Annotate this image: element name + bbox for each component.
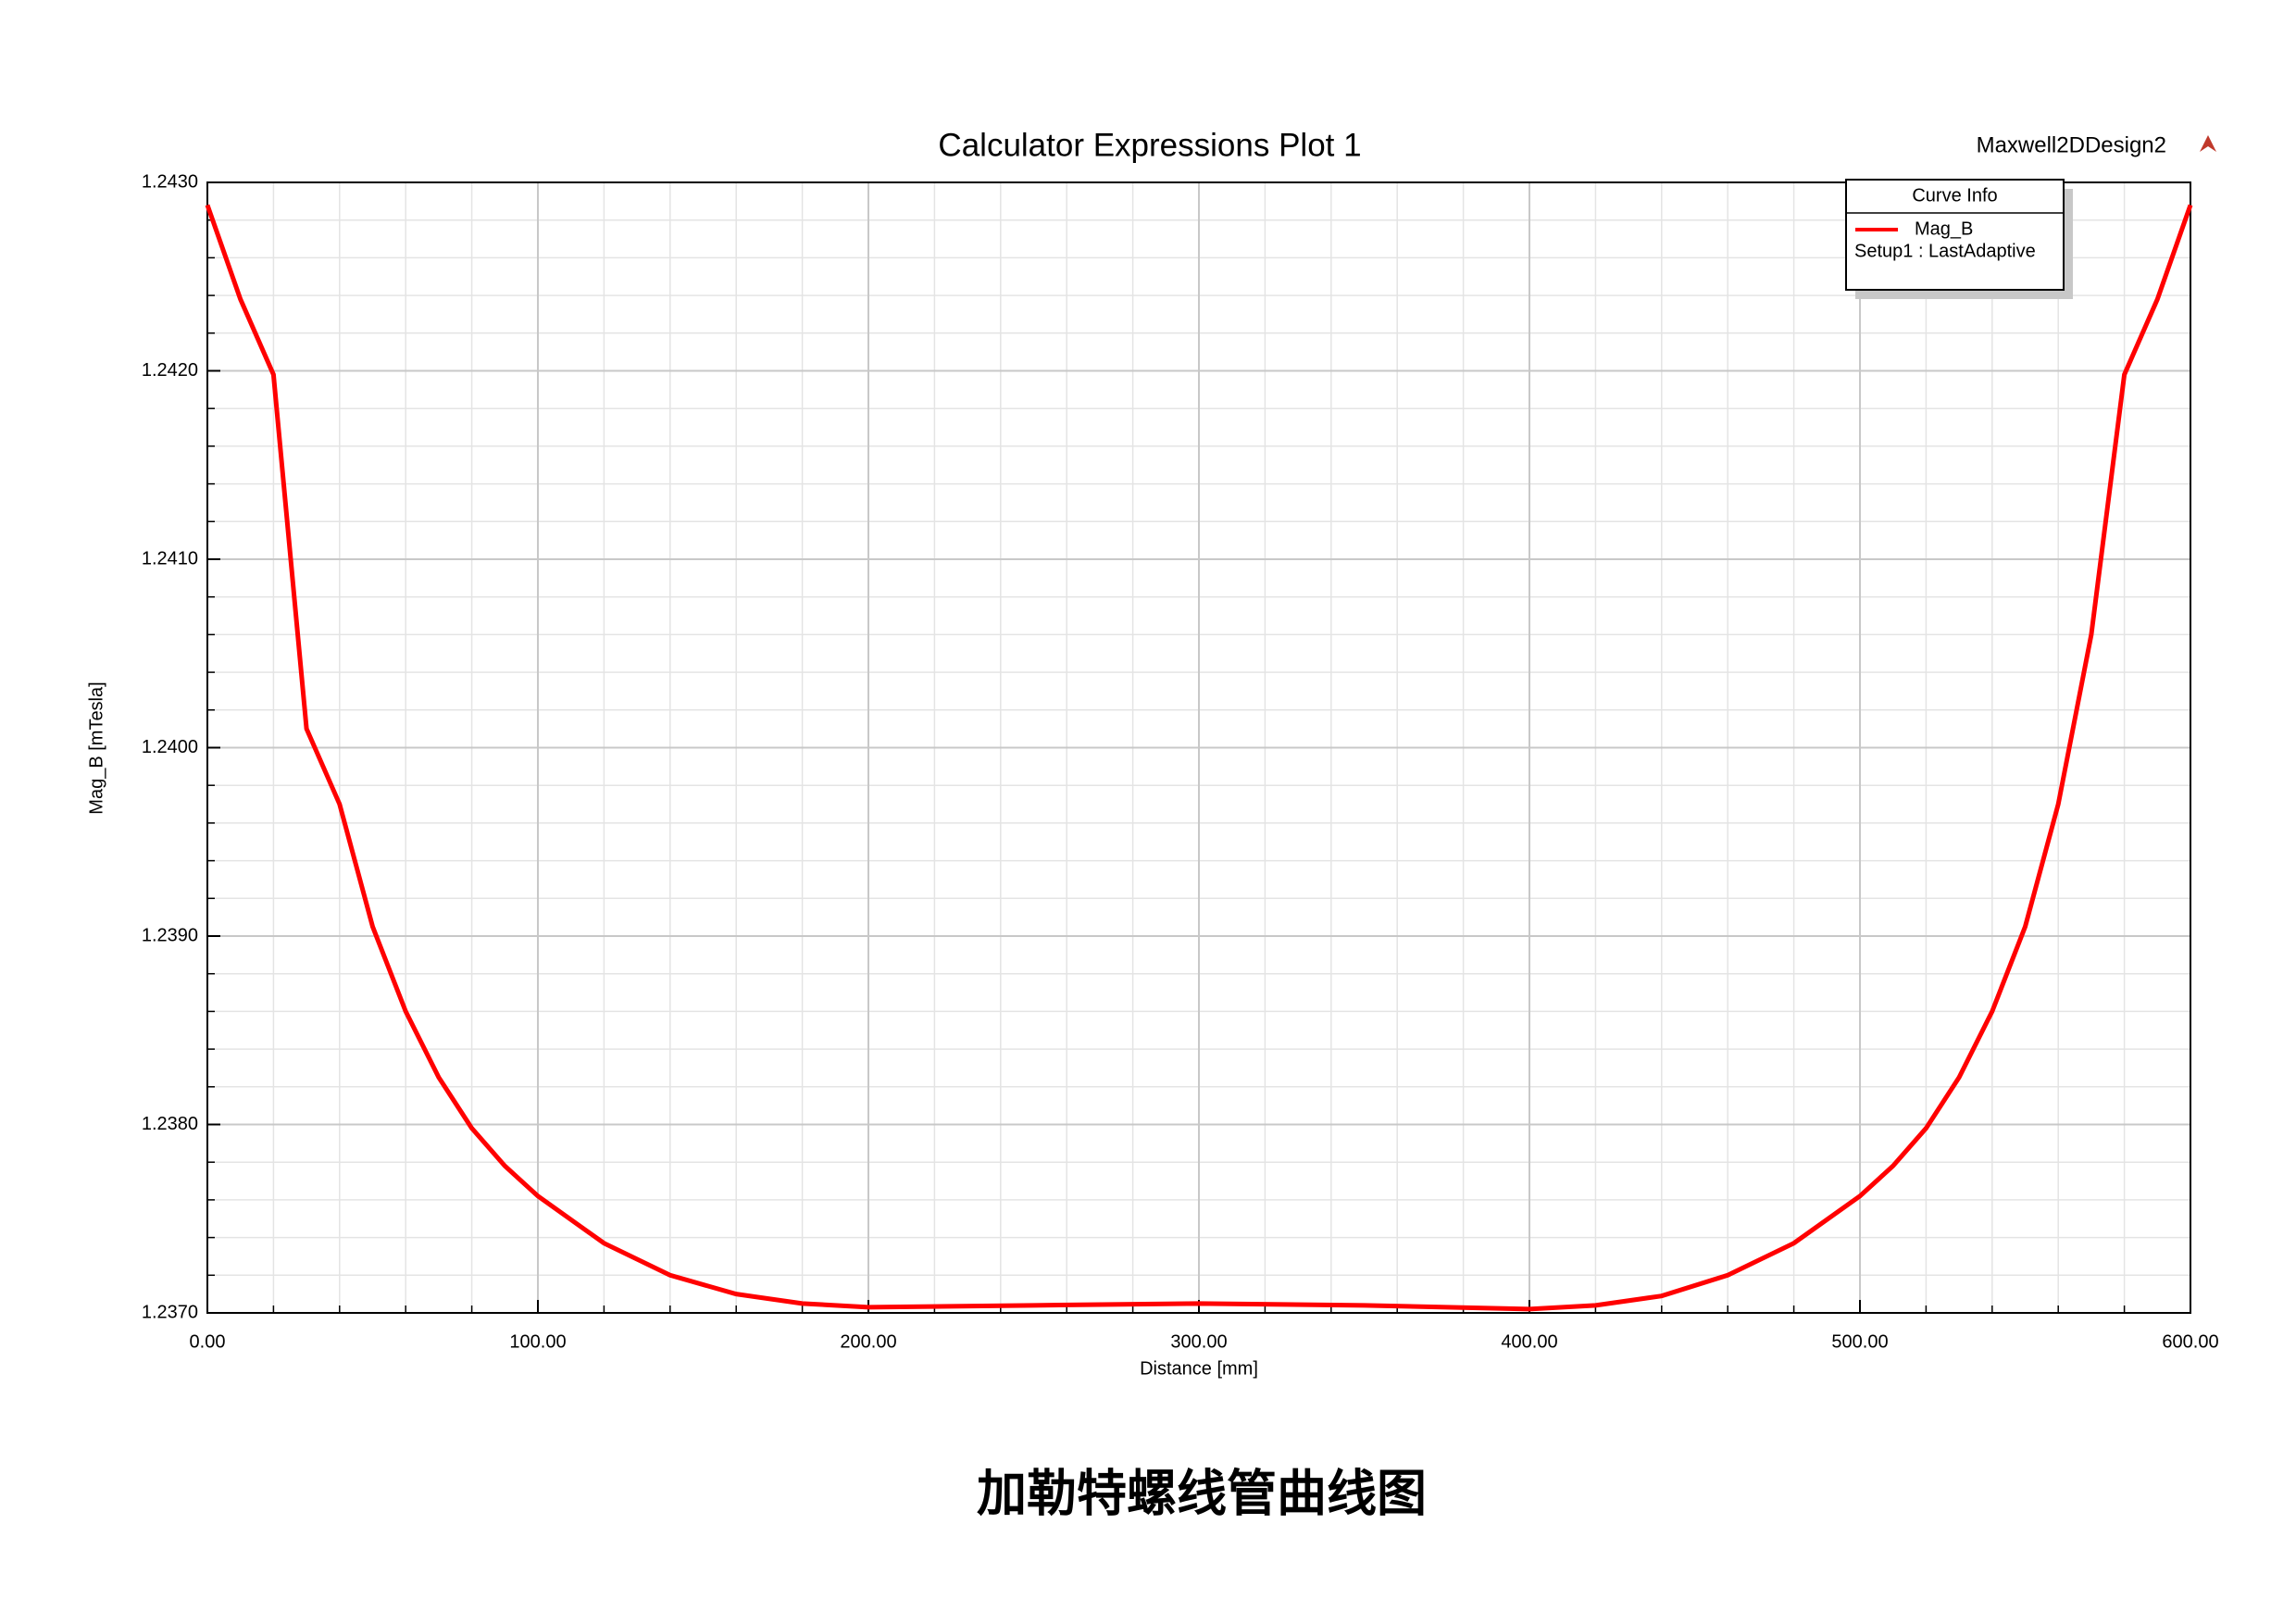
y-tick-label: 1.2410 — [142, 548, 198, 568]
chart-title: Calculator Expressions Plot 1 — [938, 127, 1361, 163]
y-axis-label: Mag_B [mTesla] — [86, 681, 106, 814]
logo — [2200, 135, 2216, 152]
x-tick-label: 200.00 — [840, 1331, 896, 1352]
y-tick-label: 1.2390 — [142, 925, 198, 945]
x-axis-label: Distance [mm] — [1140, 1358, 1258, 1379]
y-tick-label: 1.2400 — [142, 737, 198, 757]
legend-box — [1845, 179, 2065, 291]
x-tick-label: 0.00 — [190, 1331, 226, 1352]
y-tick-label: 1.2380 — [142, 1114, 198, 1134]
x-tick-label: 400.00 — [1501, 1331, 1557, 1352]
x-tick-label: 300.00 — [1170, 1331, 1227, 1352]
data-line — [205, 204, 2193, 1312]
legend-title: Curve Info — [1912, 185, 1997, 206]
y-tick-label: 1.2430 — [142, 171, 198, 192]
y-tick-label: 1.2370 — [142, 1302, 198, 1322]
design-name: Maxwell2DDesign2 — [1977, 132, 2166, 157]
plot-frame — [206, 181, 2191, 1314]
x-tick-label: 500.00 — [1831, 1331, 1888, 1352]
x-tick-label: 600.00 — [2162, 1331, 2218, 1352]
legend-entry: Mag_B — [1915, 219, 1973, 239]
legend-setup: Setup1 : LastAdaptive — [1854, 241, 2036, 261]
caption: 加勒特螺线管曲线图 — [977, 1465, 1427, 1523]
x-tick-label: 100.00 — [509, 1331, 566, 1352]
y-tick-label: 1.2420 — [142, 360, 198, 381]
